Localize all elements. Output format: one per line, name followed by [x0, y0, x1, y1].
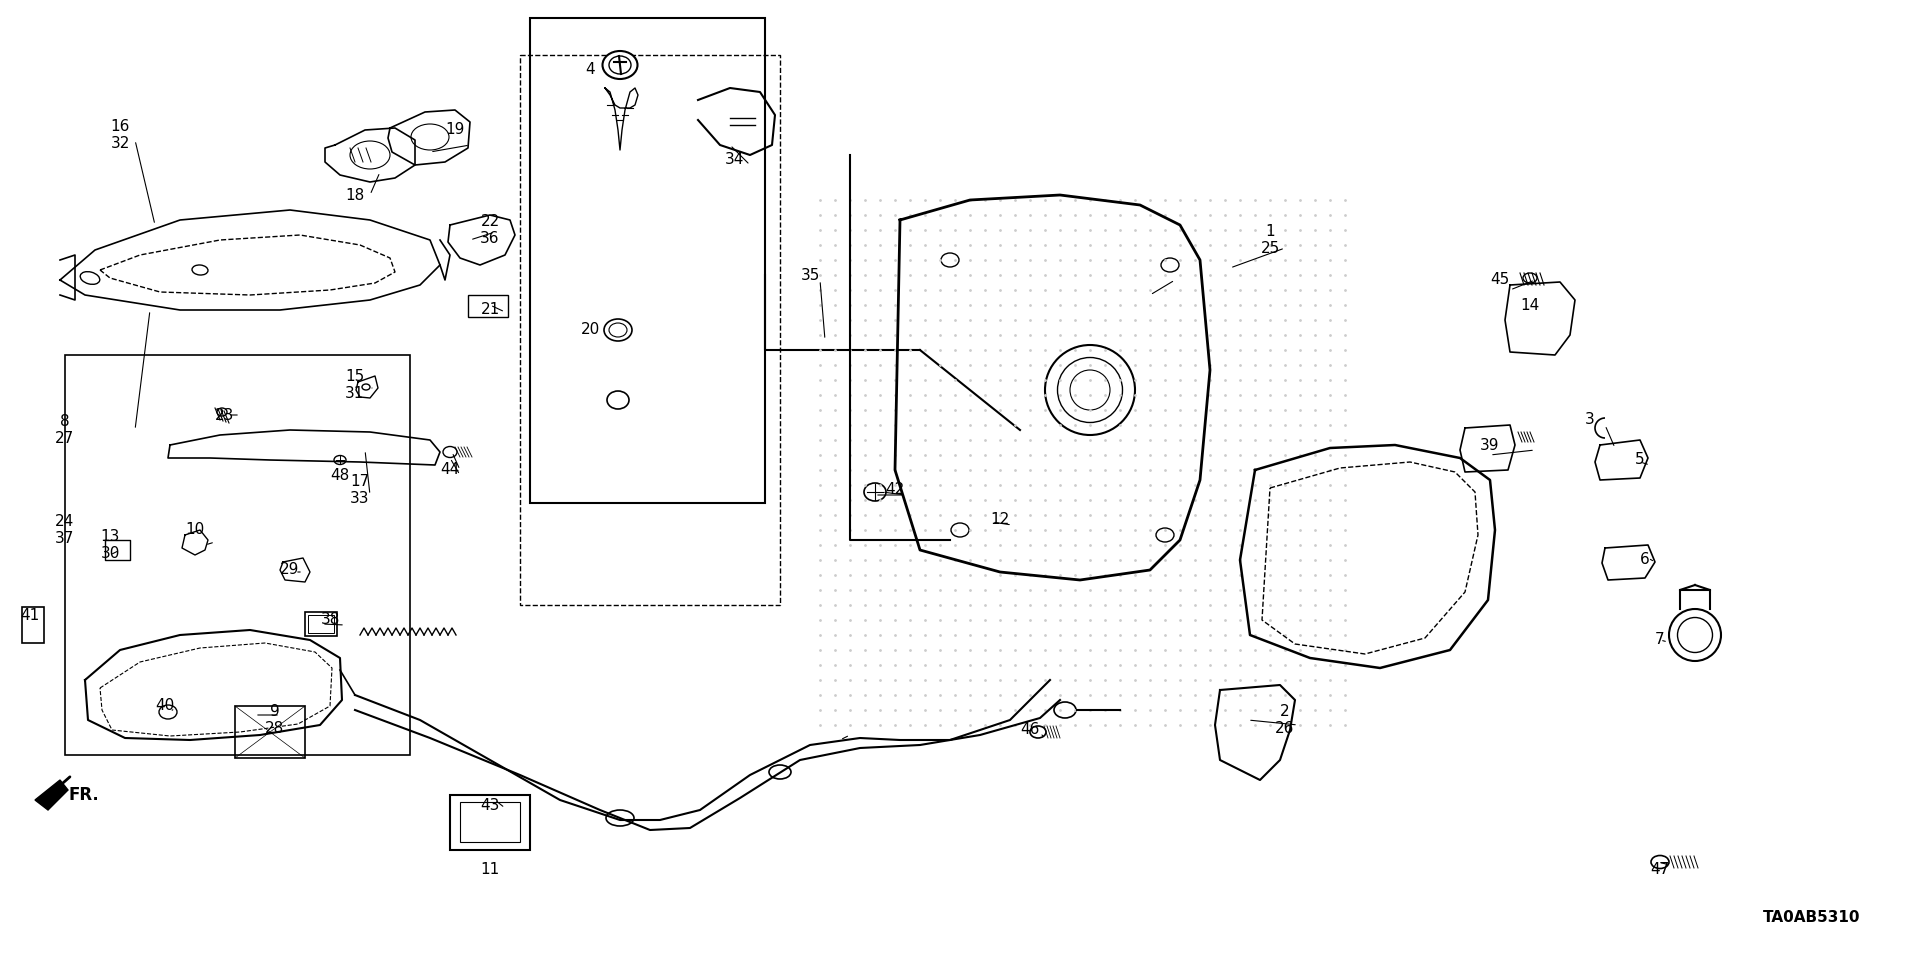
- Text: 39: 39: [1480, 437, 1500, 453]
- Ellipse shape: [603, 51, 637, 79]
- Text: 9
28: 9 28: [265, 704, 284, 737]
- Text: 22
36: 22 36: [480, 214, 499, 246]
- Ellipse shape: [770, 765, 791, 779]
- Text: TA0AB5310: TA0AB5310: [1763, 910, 1860, 925]
- Ellipse shape: [950, 523, 970, 537]
- Text: 29: 29: [280, 563, 300, 577]
- Text: 42: 42: [885, 482, 904, 498]
- Ellipse shape: [363, 384, 371, 390]
- Text: 41: 41: [21, 607, 40, 622]
- Text: 38: 38: [321, 613, 340, 627]
- Text: 12: 12: [991, 512, 1010, 527]
- Text: 35: 35: [801, 268, 820, 283]
- Bar: [307, 615, 334, 633]
- Text: 7: 7: [1655, 633, 1665, 647]
- Ellipse shape: [607, 391, 630, 409]
- Text: 16
32: 16 32: [109, 119, 131, 152]
- Ellipse shape: [217, 408, 227, 416]
- Ellipse shape: [159, 705, 177, 719]
- Bar: [449, 795, 530, 850]
- Text: 5: 5: [1636, 453, 1645, 467]
- Text: 15
31: 15 31: [346, 369, 365, 401]
- Text: 14: 14: [1521, 297, 1540, 313]
- Text: 1
25: 1 25: [1260, 223, 1279, 256]
- Bar: [234, 706, 305, 758]
- Text: 20: 20: [580, 322, 599, 338]
- Text: 8
27: 8 27: [56, 413, 75, 446]
- Ellipse shape: [1054, 702, 1075, 718]
- Text: FR.: FR.: [67, 786, 98, 804]
- Text: 17
33: 17 33: [349, 474, 371, 506]
- Text: 48: 48: [330, 467, 349, 482]
- Text: 40: 40: [156, 697, 175, 713]
- Text: 45: 45: [1490, 272, 1509, 288]
- Text: 34: 34: [726, 152, 745, 168]
- Ellipse shape: [1162, 258, 1179, 272]
- Text: 43: 43: [480, 798, 499, 812]
- Ellipse shape: [1029, 726, 1046, 738]
- Ellipse shape: [607, 810, 634, 826]
- Text: 21: 21: [480, 302, 499, 317]
- Text: 44: 44: [440, 462, 459, 478]
- Text: 47: 47: [1651, 862, 1670, 877]
- Polygon shape: [35, 780, 67, 810]
- Ellipse shape: [444, 447, 457, 457]
- Text: 23: 23: [215, 408, 234, 423]
- Text: 10: 10: [186, 523, 205, 537]
- Text: 6: 6: [1640, 552, 1649, 568]
- Text: 13
30: 13 30: [100, 528, 119, 561]
- Bar: [461, 802, 520, 842]
- Text: 11: 11: [480, 862, 499, 877]
- Ellipse shape: [605, 319, 632, 341]
- Bar: [468, 295, 509, 317]
- Bar: [305, 612, 338, 636]
- Text: 24
37: 24 37: [56, 514, 75, 547]
- Text: 46: 46: [1020, 722, 1041, 737]
- Text: 19: 19: [445, 123, 465, 137]
- Bar: [520, 55, 780, 605]
- Bar: [21, 607, 44, 643]
- Text: 18: 18: [346, 188, 365, 202]
- Text: 4: 4: [586, 62, 595, 78]
- Text: 3: 3: [1586, 412, 1596, 428]
- Bar: [530, 18, 764, 503]
- Text: 2
26: 2 26: [1275, 704, 1294, 737]
- Ellipse shape: [1651, 855, 1668, 869]
- Ellipse shape: [864, 483, 885, 501]
- Bar: [65, 355, 411, 755]
- Ellipse shape: [941, 253, 958, 267]
- Ellipse shape: [334, 456, 346, 464]
- Ellipse shape: [1156, 528, 1173, 542]
- Ellipse shape: [1523, 273, 1538, 283]
